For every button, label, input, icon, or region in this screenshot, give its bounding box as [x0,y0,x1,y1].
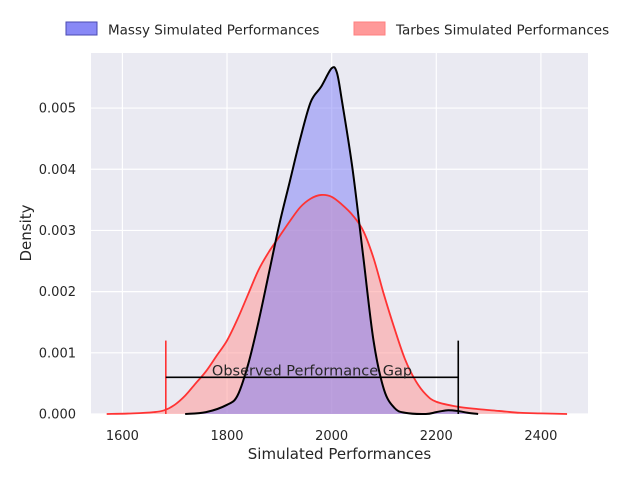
y-tick-label: 0.002 [39,285,76,300]
series-line-1 [106,193,568,415]
y-tick-label: 0.003 [39,224,76,239]
x-tick-label: 2000 [315,429,348,444]
legend-label-1: Tarbes Simulated Performances [395,23,609,39]
annotation-label: Observed Performance Gap [212,363,412,379]
series-line-0 [185,66,479,416]
y-tick-label: 0.000 [39,408,76,423]
annotation-layer: Observed Performance Gap [165,340,460,414]
series-area-0 [185,67,479,415]
y-ticks: 0.000 0.001 0.002 0.003 0.004 0.005 [39,102,76,423]
legend-label-0: Massy Simulated Performances [108,23,319,39]
legend-swatch-1 [353,21,386,36]
x-tick-label: 1800 [210,429,243,444]
y-tick-label: 0.005 [39,102,76,117]
x-axis-label: Simulated Performances [248,445,432,463]
x-tick-label: 2200 [420,429,453,444]
legend: Massy Simulated Performances Tarbes Simul… [65,21,609,39]
x-tick-label: 1600 [106,429,139,444]
y-tick-label: 0.001 [39,346,76,361]
y-axis-label: Density [17,204,35,261]
legend-swatch-0 [65,21,98,36]
series-layer [106,66,568,416]
x-tick-label: 2400 [524,429,557,444]
x-ticks: 1600 1800 2000 2200 2400 [106,429,558,444]
y-tick-label: 0.004 [39,163,76,178]
